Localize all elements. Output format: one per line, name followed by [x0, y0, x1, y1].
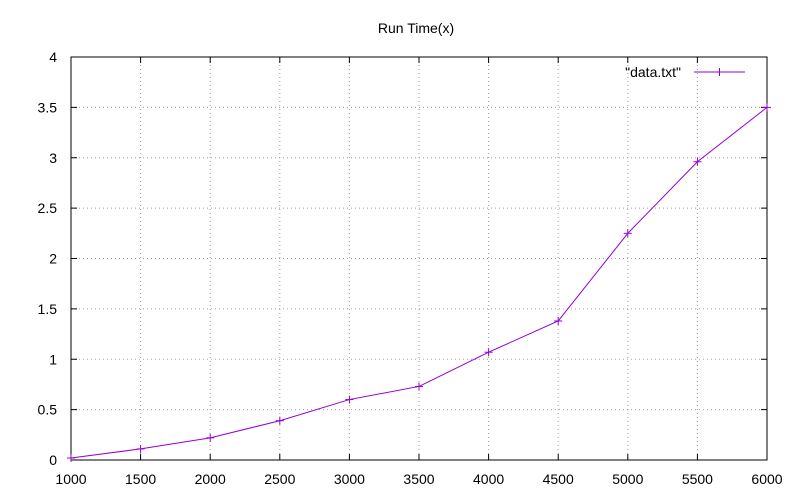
grid-lines: [71, 57, 767, 460]
data-point-0-2: [206, 433, 215, 442]
axes: [70, 56, 768, 461]
data-point-0-0: [67, 453, 75, 462]
y-tick-label-5: 2.5: [38, 200, 58, 216]
y-tick-label-0: 0: [49, 452, 57, 468]
y-tick-label-6: 3: [49, 150, 57, 166]
x-tick-label-9: 5500: [682, 471, 713, 487]
x-tick-label-6: 4000: [473, 471, 504, 487]
tick-labels: 1000 1500 2000 2500 3000 3500 4000 4500 5000 5500…: [38, 49, 783, 487]
y-tick-label-1: 0.5: [38, 402, 58, 418]
data-point-0-9: [693, 157, 702, 166]
x-tick-label-5: 3500: [403, 471, 434, 487]
chart-title: Run Time(x): [378, 20, 454, 36]
y-tick-label-4: 2: [49, 251, 57, 267]
x-tick-label-10: 6000: [751, 471, 782, 487]
x-tick-label-7: 4500: [543, 471, 574, 487]
legend: "data.txt": [625, 64, 745, 80]
y-tick-label-7: 3.5: [38, 99, 58, 115]
data-point-0-4: [345, 395, 354, 404]
data-point-0-1: [136, 444, 145, 453]
y-tick-label-8: 4: [49, 49, 57, 65]
x-tick-label-3: 2500: [264, 471, 295, 487]
x-tick-label-4: 3000: [334, 471, 365, 487]
data-point-0-5: [415, 382, 423, 391]
x-tick-label-2: 2000: [195, 471, 226, 487]
x-tick-label-8: 5000: [612, 471, 643, 487]
y-tick-label-2: 1: [49, 351, 57, 367]
data-point-0-8: [623, 229, 632, 238]
y-tick-label-3: 1.5: [38, 301, 58, 317]
data-point-0-3: [275, 416, 284, 425]
legend-label-0: "data.txt": [625, 64, 681, 80]
x-tick-label-0: 1000: [55, 471, 86, 487]
data-point-0-10: [763, 103, 771, 112]
x-tick-label-1: 1500: [125, 471, 156, 487]
data-point-0-6: [484, 348, 493, 357]
data-point-0-7: [554, 316, 563, 325]
data-series: [67, 103, 771, 462]
